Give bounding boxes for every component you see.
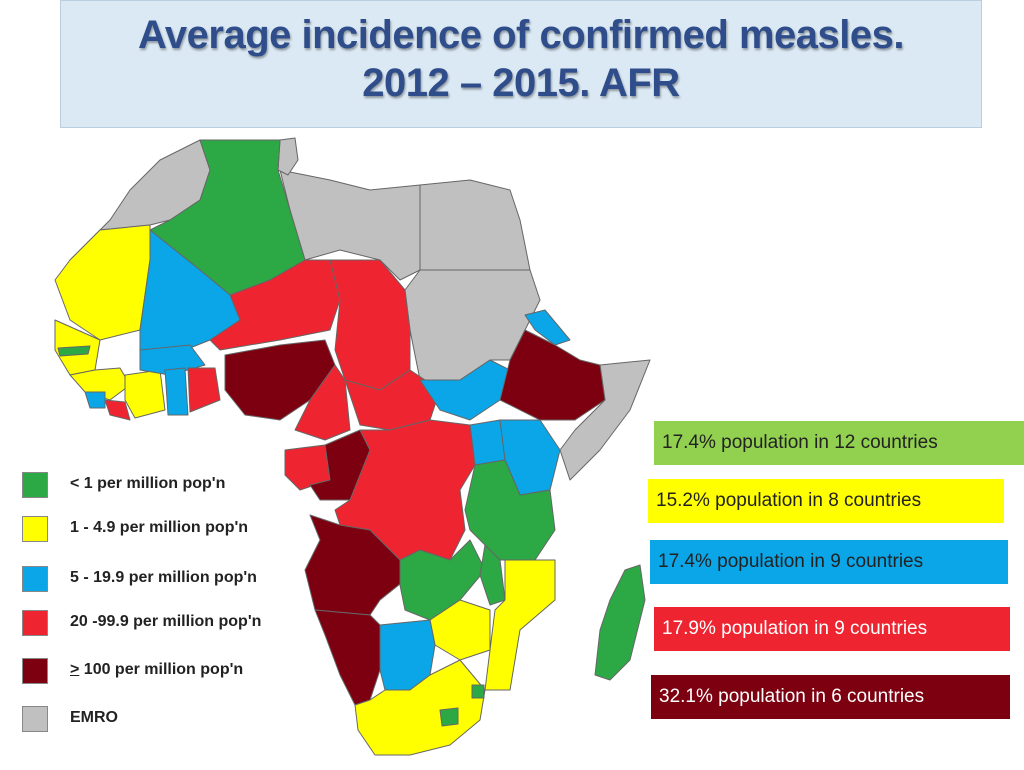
region-ivory-coast	[124, 369, 166, 419]
region-malawi	[479, 544, 506, 606]
region-egypt	[419, 179, 531, 271]
legend-item-darkred: > 100 per million pop'n	[22, 658, 322, 688]
legend-label-darkred: > 100 per million pop'n	[70, 661, 243, 679]
region-liberia	[104, 399, 131, 421]
legend-item-gray: EMRO	[22, 706, 322, 736]
region-namibia	[314, 609, 381, 706]
legend-swatch-blue	[22, 566, 48, 592]
region-mauritania	[54, 224, 151, 341]
stat-box-darkred: 32.1% population in 6 countries	[651, 675, 1010, 719]
region-madagascar	[594, 564, 646, 681]
region-tanzania	[464, 459, 556, 561]
region-swaziland	[471, 684, 485, 699]
region-sierra-leone	[84, 391, 106, 409]
legend-label-blue: 5 - 19.9 per million pop'n	[70, 569, 257, 586]
title-line-2: 2012 – 2015. AFR	[362, 61, 680, 105]
legend-swatch-gray	[22, 706, 48, 732]
region-niger	[209, 259, 341, 351]
region-lesotho	[439, 707, 459, 727]
stat-text-green: 17.4% population in 12 countries	[662, 432, 938, 453]
legend-label-darkred-text: 100 per million pop'n	[79, 661, 244, 678]
region-zambia	[399, 539, 486, 621]
legend-item-blue: 5 - 19.9 per million pop'n	[22, 566, 322, 596]
region-tunisia	[277, 137, 299, 176]
region-ethiopia	[499, 329, 606, 421]
region-cameroon	[294, 364, 351, 441]
stat-text-red: 17.9% population in 9 countries	[662, 618, 928, 639]
africa-map	[54, 137, 651, 756]
region-chad	[329, 259, 411, 391]
legend-swatch-red	[22, 610, 48, 636]
stat-text-yellow: 15.2% population in 8 countries	[656, 490, 922, 511]
region-car	[344, 369, 441, 431]
stat-box-yellow: 15.2% population in 8 countries	[648, 479, 1004, 523]
region-togo-benin	[187, 367, 221, 413]
legend-swatch-darkred	[22, 658, 48, 684]
stat-box-green: 17.4% population in 12 countries	[654, 421, 1024, 465]
stat-box-red: 17.9% population in 9 countries	[654, 607, 1010, 651]
region-gambia	[57, 345, 91, 357]
region-uganda	[469, 419, 506, 466]
legend-item-red: 20 -99.9 per million pop'n	[22, 610, 322, 640]
legend-swatch-green	[22, 472, 48, 498]
legend-swatch-yellow	[22, 516, 48, 542]
legend-label-red: 20 -99.9 per million pop'n	[70, 613, 262, 630]
region-angola	[304, 514, 406, 616]
title-box: Average incidence of confirmed measles. …	[60, 0, 982, 128]
region-ghana	[164, 367, 189, 416]
region-south-africa	[354, 659, 486, 756]
title-line-1: Average incidence of confirmed measles.	[138, 13, 905, 57]
legend-item-green: < 1 per million pop'n	[22, 472, 322, 502]
region-mozambique	[484, 559, 556, 691]
region-somalia	[559, 359, 651, 481]
legend-item-yellow: 1 - 4.9 per million pop'n	[22, 516, 322, 546]
legend-label-emro: EMRO	[70, 709, 118, 726]
legend-label-prefix: >	[70, 661, 80, 678]
stat-text-darkred: 32.1% population in 6 countries	[659, 686, 925, 707]
legend-label-yellow: 1 - 4.9 per million pop'n	[70, 519, 249, 536]
legend-label-green: < 1 per million pop'n	[70, 475, 226, 492]
stat-text-blue: 17.4% population in 9 countries	[658, 551, 924, 572]
stat-box-blue: 17.4% population in 9 countries	[650, 540, 1008, 584]
region-eritrea	[524, 309, 571, 346]
